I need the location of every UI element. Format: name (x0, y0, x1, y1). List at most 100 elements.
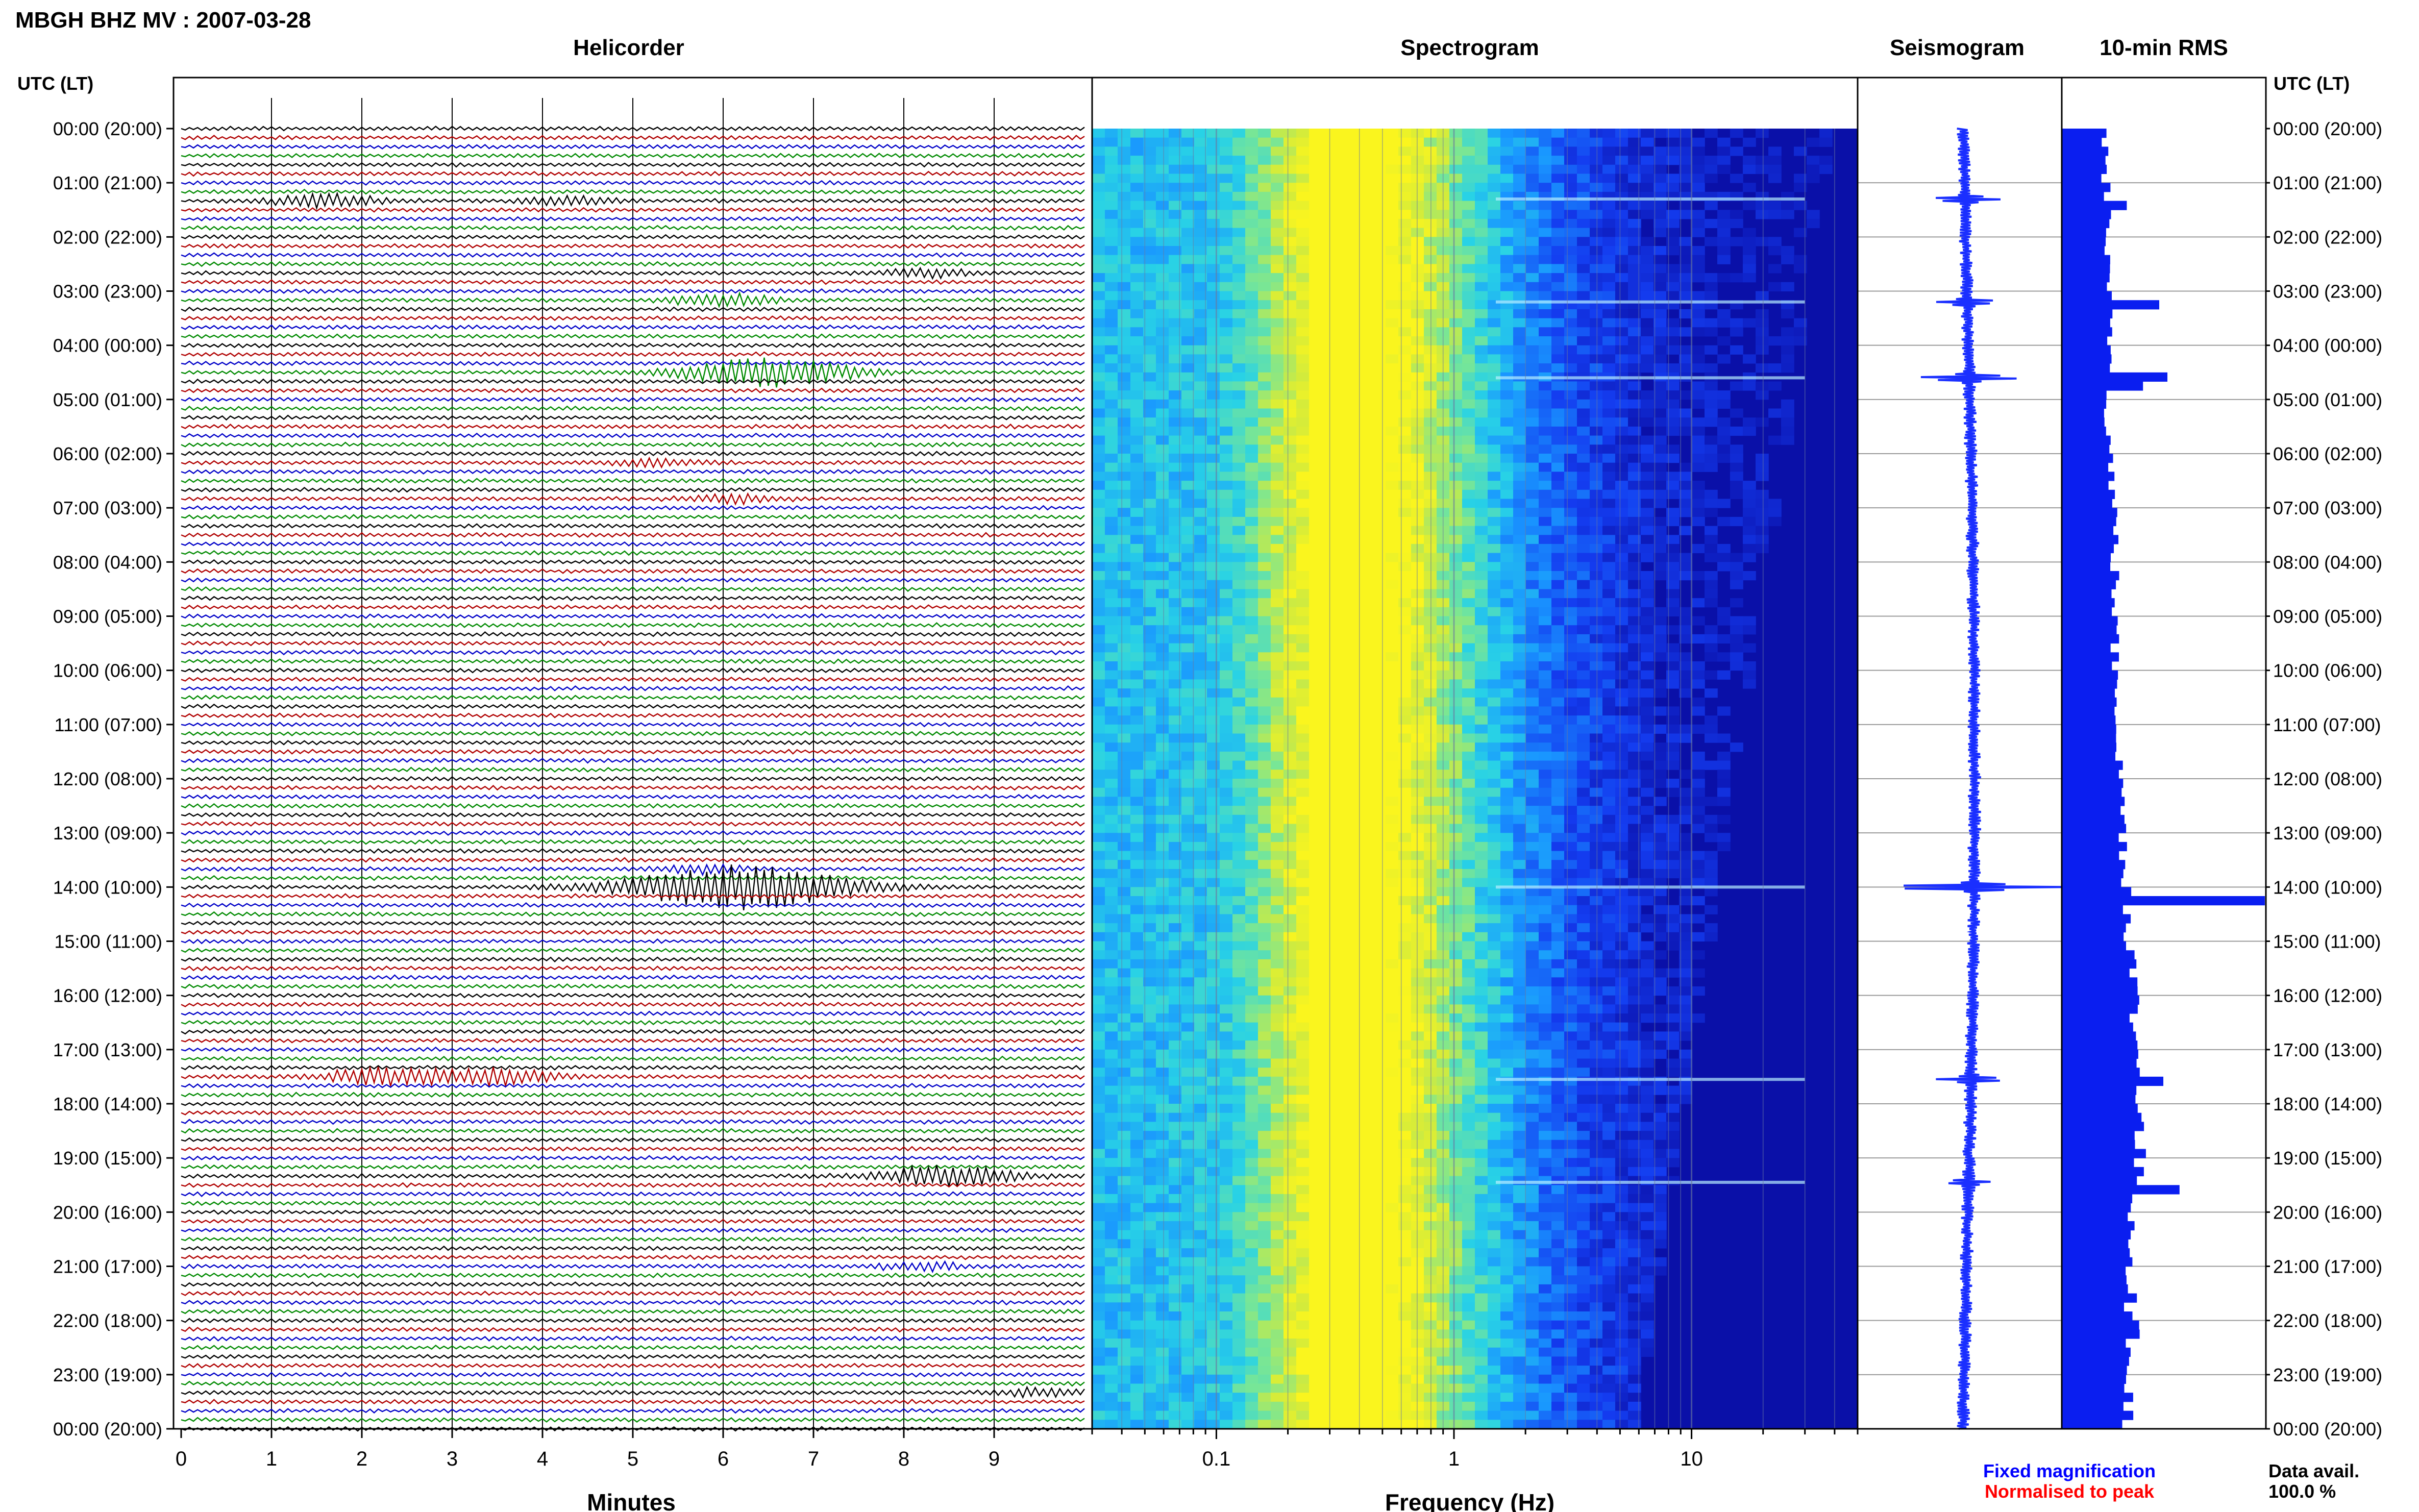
spectrogram-cell (1692, 508, 1705, 517)
spectrogram-cell (1386, 652, 1399, 662)
spectrogram-cell (1411, 273, 1424, 283)
spectrogram-cell (1628, 309, 1641, 319)
spectrogram-cell (1258, 164, 1271, 174)
spectrogram-cell (1539, 553, 1552, 562)
spectrogram-cell (1092, 616, 1105, 626)
spectrogram-cell (1539, 363, 1552, 373)
spectrogram-cell (1258, 697, 1271, 707)
spectrogram-cell (1245, 129, 1258, 138)
spectrogram-cell (1590, 1022, 1603, 1032)
spectrogram-cell (1092, 878, 1105, 887)
spectrogram-cell (1347, 779, 1361, 788)
spectrogram-cell (1296, 634, 1310, 644)
spectrogram-cell (1386, 905, 1399, 914)
spectrogram-cell (1615, 435, 1628, 445)
spectrogram-cell (1462, 129, 1475, 138)
spectrogram-cell (1118, 688, 1131, 698)
spectrogram-cell (1590, 508, 1603, 517)
spectrogram-cell (1564, 787, 1577, 797)
spectrogram-cell (1386, 390, 1399, 400)
spectrogram-cell (1526, 661, 1539, 671)
spectrogram-cell (1628, 968, 1641, 978)
spectrogram-cell (1628, 417, 1641, 427)
spectrogram-cell (1245, 363, 1258, 373)
spectrogram-cell (1386, 923, 1399, 933)
spectrogram-cell (1181, 237, 1195, 246)
spectrogram-cell (1398, 282, 1412, 291)
spectrogram-cell (1590, 923, 1603, 933)
spectrogram-cell (1258, 300, 1271, 310)
spectrogram-cell (1526, 932, 1539, 941)
spectrogram-cell (1411, 562, 1424, 572)
spectrogram-cell (1220, 526, 1233, 535)
spectrogram-cell (1386, 435, 1399, 445)
spectrogram-cell (1628, 923, 1641, 933)
spectrogram-cell (1590, 968, 1603, 978)
spectrogram-cell (1181, 255, 1195, 264)
spectrogram-cell (1373, 941, 1386, 951)
spectrogram-cell (1411, 814, 1424, 824)
spectrogram-cell (1500, 995, 1514, 1005)
spectrogram-cell (1169, 797, 1182, 806)
spectrogram-cell (1717, 164, 1731, 174)
spectrogram-cell (1092, 986, 1105, 996)
spectrogram-cell (1169, 363, 1182, 373)
spectrogram-cell (1130, 481, 1144, 490)
spectrogram-cell (1143, 327, 1156, 337)
spectrogram-cell (1641, 508, 1654, 517)
spectrogram-cell (1475, 652, 1488, 662)
spectrogram-cell (1615, 814, 1628, 824)
spectrogram-cell (1692, 779, 1705, 788)
spectrogram-cell (1513, 426, 1526, 436)
spectrogram-cell (1092, 454, 1105, 463)
spectrogram-cell (1679, 652, 1692, 662)
spectrogram-cell (1641, 841, 1654, 852)
spectrogram-cell (1526, 273, 1539, 283)
spectrogram-cell (1475, 526, 1488, 535)
spectrogram-cell (1424, 706, 1437, 716)
spectrogram-cell (1232, 878, 1246, 887)
spectrogram-cell (1092, 598, 1105, 608)
spectrogram-cell (1475, 300, 1488, 310)
spectrogram-cell (1449, 598, 1463, 608)
spectrogram-cell (1551, 986, 1565, 996)
spectrogram-cell (1258, 824, 1271, 833)
spectrogram-cell (1322, 869, 1335, 879)
spectrogram-cell (1271, 372, 1284, 382)
spectrogram-cell (1488, 210, 1501, 219)
spectrogram-cell (1373, 806, 1386, 815)
spectrogram-cell (1220, 499, 1233, 508)
spectrogram-cell (1449, 354, 1463, 364)
spectrogram-cell (1475, 977, 1488, 987)
spectrogram-cell (1449, 814, 1463, 824)
spectrogram-cell (1347, 914, 1361, 924)
spectrogram-cell (1602, 255, 1616, 264)
spectrogram-cell (1462, 571, 1475, 581)
spectrogram-cell (1386, 607, 1399, 616)
spectrogram-cell (1449, 146, 1463, 156)
spectrogram-cell (1666, 183, 1680, 192)
spectrogram-cell (1653, 643, 1667, 653)
spectrogram-cell (1679, 363, 1692, 373)
spectrogram-cell (1398, 137, 1412, 147)
spectrogram-cell (1181, 634, 1195, 644)
spectrogram-cell (1373, 760, 1386, 770)
spectrogram-cell (1615, 625, 1628, 635)
spectrogram-cell (1449, 851, 1463, 860)
spectrogram-cell (1602, 607, 1616, 616)
spectrogram-cell (1360, 1004, 1373, 1014)
spectrogram-cell (1156, 643, 1169, 653)
spectrogram-cell (1462, 489, 1475, 499)
spectrogram-cell (1590, 183, 1603, 192)
spectrogram-cell (1488, 354, 1501, 364)
spectrogram-cell (1220, 164, 1233, 174)
spectrogram-cell (1653, 435, 1667, 445)
spectrogram-cell (1449, 472, 1463, 481)
spectrogram-cell (1539, 417, 1552, 427)
spectrogram-cell (1488, 218, 1501, 229)
spectrogram-cell (1653, 553, 1667, 562)
spectrogram-cell (1105, 751, 1118, 761)
spectrogram-cell (1628, 589, 1641, 599)
spectrogram-cell (1271, 706, 1284, 716)
spectrogram-cell (1577, 941, 1590, 951)
